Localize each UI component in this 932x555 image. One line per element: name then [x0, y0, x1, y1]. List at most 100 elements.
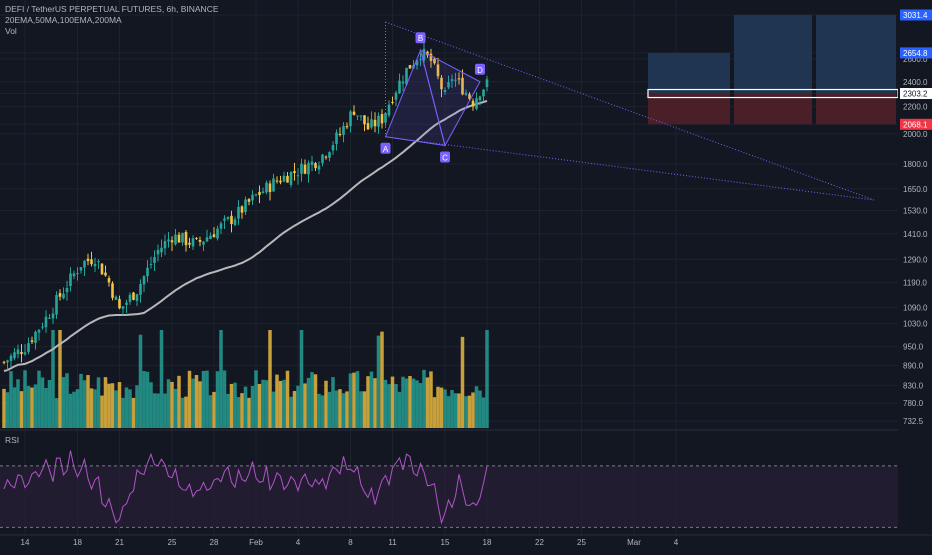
- volume-bar: [19, 391, 24, 428]
- volume-bar: [103, 377, 108, 428]
- volume-bar: [464, 396, 468, 428]
- volume-bar: [110, 383, 115, 428]
- pattern-point-marker: [380, 142, 391, 154]
- candle-body: [335, 132, 338, 145]
- volume-bar: [404, 378, 409, 428]
- candle-body: [6, 360, 9, 363]
- candle-body: [62, 293, 65, 299]
- indicator-list[interactable]: 20EMA,50MA,100EMA,200MA: [5, 15, 122, 25]
- volume-bar: [282, 379, 286, 428]
- date-tick-label: 15: [441, 538, 450, 547]
- volume-bar: [93, 389, 97, 428]
- candle-body: [384, 112, 387, 123]
- harmonic-pattern: A B C D: [380, 21, 875, 201]
- volume-bar: [40, 377, 45, 428]
- candle-body: [349, 111, 352, 127]
- volume-bar: [355, 371, 360, 428]
- candle-body: [247, 199, 251, 202]
- volume-bar: [257, 383, 262, 428]
- candle-body: [310, 161, 314, 166]
- volume-bar: [387, 384, 391, 428]
- price-highlight-tag: [900, 9, 932, 21]
- volume-bar: [180, 397, 185, 428]
- volume-bar: [163, 393, 167, 428]
- candle-body: [181, 232, 184, 243]
- candle-body: [293, 171, 296, 174]
- candle-body: [268, 183, 272, 193]
- volume-bar: [219, 330, 223, 428]
- volume-bar: [142, 371, 146, 428]
- candle-body: [65, 288, 69, 293]
- price-tick-label: 1190.0: [903, 278, 927, 287]
- volume-bar: [250, 386, 255, 428]
- candle-body: [76, 273, 79, 275]
- volume-bar: [44, 387, 48, 428]
- time-axis[interactable]: 14 18 21 25 28 Feb 4 8 11 15 18 22 25 Mar 4: [0, 534, 932, 547]
- candle-body: [240, 206, 244, 213]
- price-axis[interactable]: 3031.4 2654.82600.0 2400.0 2303.2 2200.0 2068…: [898, 0, 932, 550]
- volume-bar: [310, 372, 314, 428]
- pattern-triangle-bcd: [419, 49, 481, 147]
- volume-bar: [159, 330, 164, 428]
- price-highlight-label: 2068.1: [903, 120, 928, 129]
- candle-body: [51, 313, 55, 319]
- volume-bar: [348, 373, 353, 428]
- price-highlight-tag: [900, 88, 932, 100]
- candle-body: [440, 77, 443, 90]
- volume-bar: [236, 397, 241, 428]
- volume-bar: [37, 370, 41, 428]
- date-tick-label: 28: [210, 538, 219, 547]
- volume-bar: [166, 379, 171, 428]
- candle-body: [387, 104, 391, 116]
- candle-body: [468, 94, 471, 99]
- volume-bar: [135, 385, 139, 428]
- volume-bar: [285, 370, 290, 428]
- candle-body: [191, 238, 195, 247]
- stop-zone: [816, 93, 896, 125]
- volume-bar: [47, 379, 52, 428]
- date-tick-label: 25: [577, 538, 586, 547]
- volume-bar: [271, 391, 276, 428]
- candle-body: [457, 78, 461, 80]
- price-tick-label: 1410.0: [903, 230, 928, 239]
- volume-bar: [184, 396, 188, 428]
- price-tick-label: 732.5: [903, 417, 924, 426]
- volume-bar: [233, 382, 237, 428]
- pattern-point-marker: [475, 63, 485, 75]
- volume-bar: [79, 373, 83, 428]
- volume-bar: [145, 371, 150, 428]
- candle-body: [128, 294, 132, 302]
- candle-body: [289, 172, 293, 185]
- rsi-label[interactable]: RSI: [5, 435, 19, 445]
- date-tick-label: 4: [674, 538, 679, 547]
- candle-body: [30, 340, 34, 342]
- volume-bar: [222, 370, 227, 428]
- volume-bar: [324, 380, 328, 428]
- candle-body: [398, 80, 401, 94]
- candle-body: [464, 92, 468, 95]
- date-tick-label: 18: [483, 538, 492, 547]
- date-tick-label: Mar: [627, 538, 641, 547]
- volume-label[interactable]: Vol: [5, 26, 17, 36]
- candle-body: [83, 260, 86, 268]
- candle-body: [2, 361, 6, 363]
- candle-body: [174, 234, 177, 245]
- volume-bar: [173, 388, 178, 428]
- candle-body: [184, 232, 188, 246]
- volume-bar: [376, 335, 381, 428]
- volume-area: [2, 330, 489, 428]
- volume-bar: [128, 389, 132, 428]
- volume-bar: [33, 384, 38, 428]
- volume-bar: [58, 330, 62, 428]
- volume-bar: [96, 377, 101, 428]
- candle-body: [111, 283, 114, 298]
- candle-body: [359, 115, 363, 117]
- candle-body: [160, 247, 163, 253]
- volume-bar: [443, 389, 447, 428]
- price-tick-label: 1800.0: [903, 160, 928, 169]
- volume-bar: [243, 386, 248, 428]
- volume-bar: [415, 380, 419, 428]
- volume-bar: [418, 383, 423, 428]
- price-tick-label: 1530.0: [903, 206, 928, 215]
